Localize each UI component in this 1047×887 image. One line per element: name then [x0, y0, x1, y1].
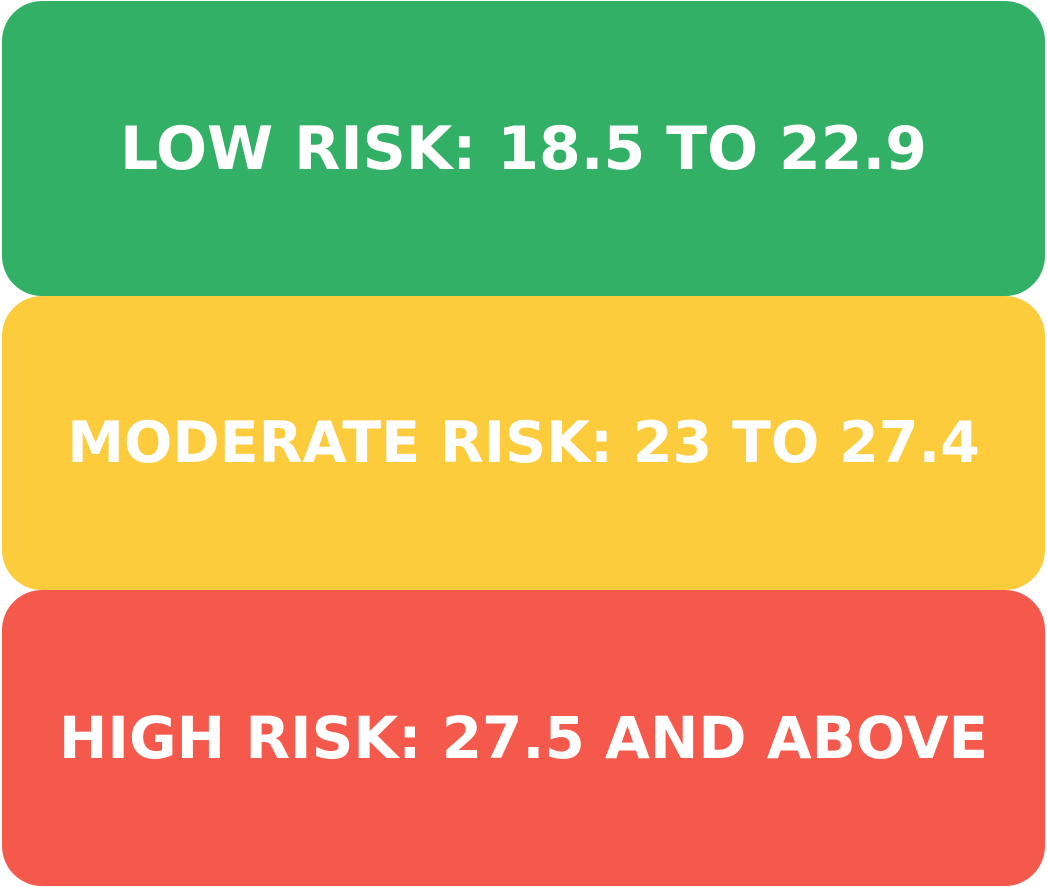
moderate-risk-band: MODERATE RISK: 23 TO 27.4 [2, 296, 1045, 590]
low-risk-band: LOW RISK: 18.5 TO 22.9 [2, 1, 1045, 296]
moderate-risk-label: MODERATE RISK: 23 TO 27.4 [67, 409, 980, 476]
low-risk-label: LOW RISK: 18.5 TO 22.9 [119, 113, 928, 184]
high-risk-band: HIGH RISK: 27.5 AND ABOVE [2, 590, 1045, 886]
high-risk-label: HIGH RISK: 27.5 AND ABOVE [58, 704, 989, 772]
